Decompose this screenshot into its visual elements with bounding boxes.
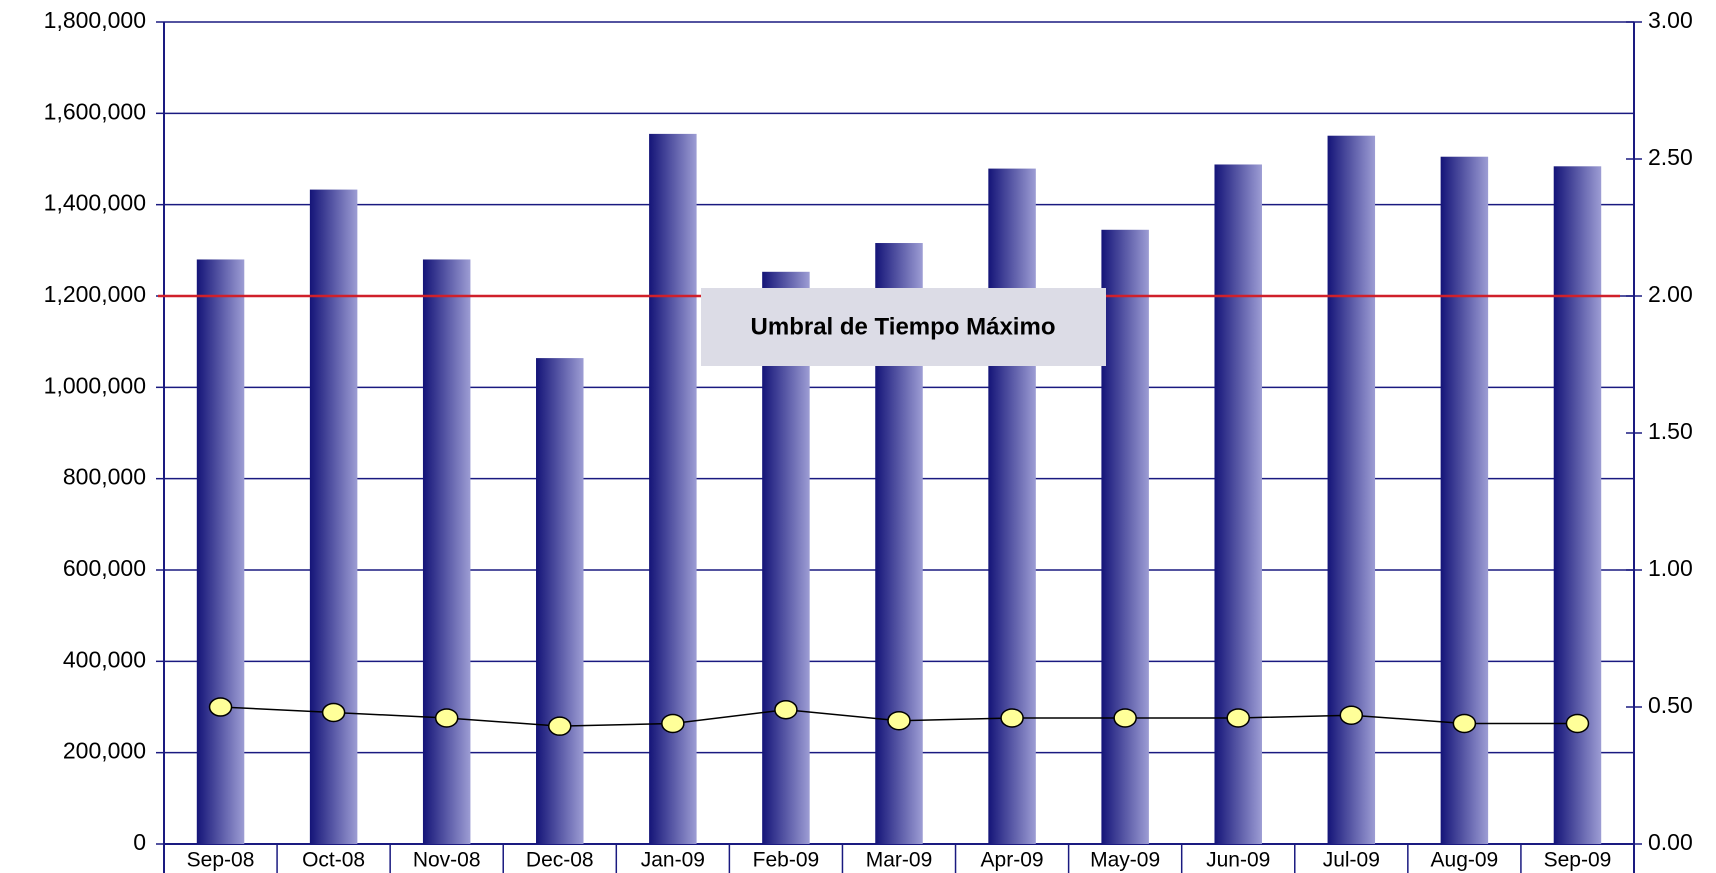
bar [988,168,1036,845]
x-tick-label: Aug-09 [1431,849,1499,872]
y-tick-label: 400,000 [63,646,146,672]
y2-tick-label: 0.00 [1648,829,1693,855]
x-tick-label: Jun-09 [1206,849,1270,872]
bar [1440,156,1489,844]
point [1452,713,1477,734]
bar [762,271,810,845]
point [1000,708,1024,728]
y-tick-label: 1,400,000 [44,190,146,216]
point [208,697,233,717]
point [1113,708,1137,728]
y2-tick-label: 0.50 [1648,692,1693,718]
x-tick-label: Sep-08 [187,849,255,872]
y-tick-label: 1,800,000 [44,7,146,33]
x-tick-label: Mar-09 [866,849,933,872]
y-tick-label: 200,000 [63,738,146,764]
point [1565,713,1590,734]
y-tick-label: 800,000 [63,464,146,490]
point [887,710,911,731]
bar [1553,166,1602,845]
bar [1214,164,1262,845]
point [1226,708,1250,728]
bar [309,189,358,844]
annotation-box [701,288,1106,366]
y2-tick-label: 3.00 [1648,7,1693,33]
x-tick-label: Feb-09 [753,849,820,872]
x-tick-label: Oct-08 [302,849,365,872]
point [1339,705,1364,725]
point [774,699,798,720]
x-tick-label: Nov-08 [413,849,481,872]
x-tick-label: Sep-09 [1544,849,1612,872]
annotation: Umbral de Tiempo Máximo [751,313,1056,340]
x-tick-label: Jan-09 [641,849,705,872]
point [548,716,572,736]
bar [649,133,697,845]
point [661,713,685,734]
point [321,702,346,723]
y-tick-label: 1,200,000 [44,281,146,307]
bar [1101,229,1149,845]
x-tick-label: Jul-09 [1323,849,1380,872]
point [434,708,459,728]
x-tick-label: Apr-09 [981,849,1044,872]
bar [422,259,471,844]
y-tick-label: 600,000 [63,555,146,581]
bar [536,358,584,844]
y-tick-label: 1,000,000 [44,372,146,398]
x-tick-label: Dec-08 [526,849,594,872]
bar [1327,135,1376,844]
y2-tick-label: 2.50 [1648,144,1693,170]
y2-tick-label: 1.00 [1648,555,1693,581]
y-tick-label: 0 [133,829,146,855]
x-tick-label: May-09 [1090,849,1160,872]
y2-tick-label: 2.00 [1648,281,1693,307]
bar [196,259,245,844]
y-tick-label: 1,600,000 [44,98,146,124]
y2-tick-label: 1.50 [1648,418,1693,444]
